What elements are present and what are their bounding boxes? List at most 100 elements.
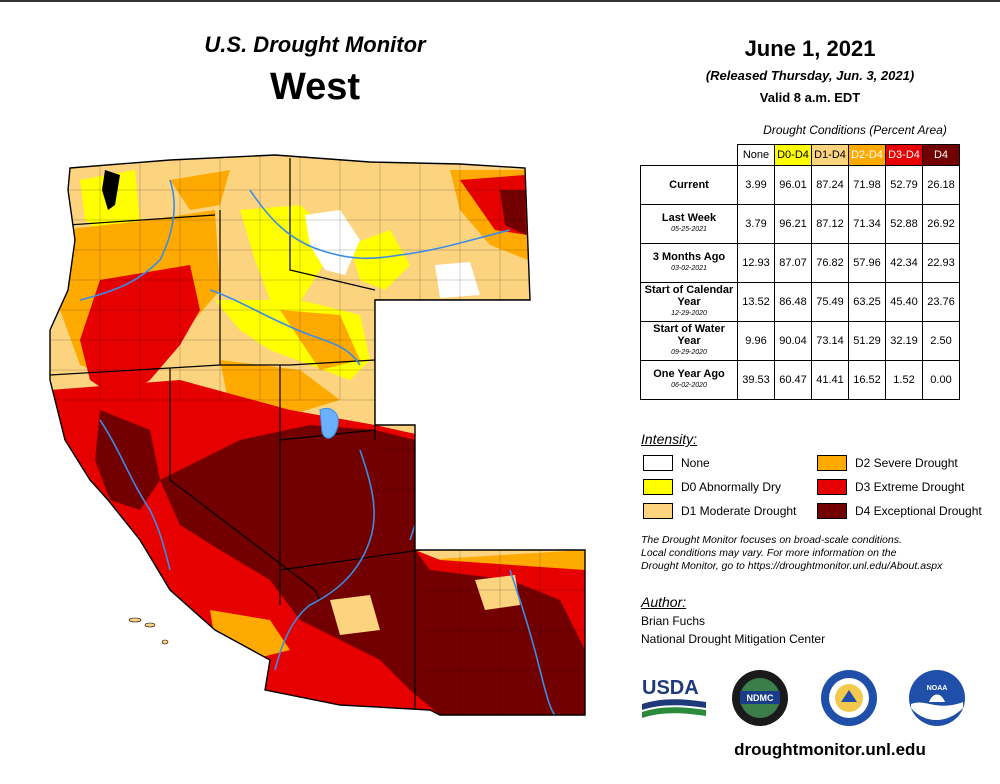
table-cell: 42.34 xyxy=(885,243,923,283)
table-cell: 23.76 xyxy=(922,282,960,322)
table-cell: 86.48 xyxy=(774,282,812,322)
ndmc-logo-text: NDMC xyxy=(747,693,774,703)
table-header-row: None D0-D4 D1-D4 D2-D4 D3-D4 D4 xyxy=(641,144,960,166)
intensity-heading: Intensity: xyxy=(641,431,698,447)
legend-item-d3: D3 Extreme Drought xyxy=(817,479,964,495)
table-cell: 90.04 xyxy=(774,321,812,361)
usda-logo: USDA xyxy=(642,677,706,718)
d4-area xyxy=(500,190,526,235)
table-cell: 75.49 xyxy=(811,282,849,322)
row-label: 3 Months Ago 03-02-2021 xyxy=(640,243,738,283)
d4-area xyxy=(160,425,585,715)
legend-item-d4: D4 Exceptional Drought xyxy=(817,503,982,519)
col-header-none: None xyxy=(737,144,775,166)
region-title: West xyxy=(269,66,361,108)
disclaimer: The Drought Monitor focuses on broad-sca… xyxy=(641,534,991,573)
region-outline xyxy=(49,154,586,716)
table-cell: 87.07 xyxy=(774,243,812,283)
disclaimer-line: Drought Monitor, go to https://droughtmo… xyxy=(641,560,943,572)
legend-swatch xyxy=(817,479,847,495)
table-cell: 87.24 xyxy=(811,165,849,205)
none-area xyxy=(435,262,480,298)
d3-area xyxy=(80,265,200,400)
row-label: One Year Ago 06-02-2020 xyxy=(640,360,738,400)
disclaimer-line: The Drought Monitor focuses on broad-sca… xyxy=(641,534,902,546)
table-caption: Drought Conditions (Percent Area) xyxy=(763,123,947,137)
legend-item-none: None xyxy=(643,455,710,471)
drought-conditions-table: None D0-D4 D1-D4 D2-D4 D3-D4 D4 Current … xyxy=(640,144,960,400)
drought-map xyxy=(49,154,586,716)
table-cell: 73.14 xyxy=(811,321,849,361)
table-cell: 22.93 xyxy=(922,243,960,283)
table-cell: 60.47 xyxy=(774,360,812,400)
table-cell: 32.19 xyxy=(885,321,923,361)
row-label: Start of Water Year 09-29-2020 xyxy=(640,321,738,361)
noaa-logo-text: NOAA xyxy=(927,685,948,692)
table-cell: 71.34 xyxy=(848,204,886,244)
legend-swatch xyxy=(643,479,673,495)
usda-logo-text: USDA xyxy=(642,677,699,699)
ndmc-logo: NDMC xyxy=(732,670,788,726)
legend-label: None xyxy=(681,456,710,470)
table-cell: 76.82 xyxy=(811,243,849,283)
table-cell: 45.40 xyxy=(885,282,923,322)
author-heading: Author: xyxy=(641,594,687,610)
legend-label: D1 Moderate Drought xyxy=(681,504,797,518)
table-cell: 87.12 xyxy=(811,204,849,244)
table-cell: 16.52 xyxy=(848,360,886,400)
col-header-d4: D4 xyxy=(922,144,960,166)
legend-item-d0: D0 Abnormally Dry xyxy=(643,479,781,495)
table-cell: 52.88 xyxy=(885,204,923,244)
great-salt-lake xyxy=(319,407,339,439)
table-cell: 39.53 xyxy=(737,360,775,400)
author-name: Brian Fuchs xyxy=(641,614,706,628)
legend-item-d1: D1 Moderate Drought xyxy=(643,503,796,519)
d4-area xyxy=(95,410,160,510)
table-cell: 52.79 xyxy=(885,165,923,205)
table-cell: 3.79 xyxy=(737,204,775,244)
d2-area xyxy=(170,170,230,210)
col-header-d2-d4: D2-D4 xyxy=(848,144,886,166)
table-row: Start of Calendar Year 12-29-2020 13.52 8… xyxy=(640,282,960,322)
table-cell: 57.96 xyxy=(848,243,886,283)
row-label: Start of Calendar Year 12-29-2020 xyxy=(640,282,738,322)
disclaimer-line: Local conditions may vary. For more info… xyxy=(641,547,897,559)
legend-label: D2 Severe Drought xyxy=(855,456,958,470)
table-cell: 26.92 xyxy=(922,204,960,244)
top-border xyxy=(0,0,1000,2)
valid-time: Valid 8 a.m. EDT xyxy=(759,90,861,105)
table-cell: 41.41 xyxy=(811,360,849,400)
table-row: Current 3.99 96.01 87.24 71.98 52.79 26.… xyxy=(640,165,960,205)
table-cell: 1.52 xyxy=(885,360,923,400)
table-cell: 0.00 xyxy=(922,360,960,400)
col-header-d3-d4: D3-D4 xyxy=(885,144,923,166)
website-url[interactable]: droughtmonitor.unl.edu xyxy=(734,740,926,759)
table-row: 3 Months Ago 03-02-2021 12.93 87.07 76.82… xyxy=(640,243,960,283)
table-cell: 71.98 xyxy=(848,165,886,205)
row-label: Last Week 05-25-2021 xyxy=(640,204,738,244)
d0-area xyxy=(350,230,410,290)
map-date: June 1, 2021 xyxy=(744,36,876,61)
table-corner xyxy=(641,145,738,166)
legend-swatch xyxy=(643,503,673,519)
table-cell: 96.21 xyxy=(774,204,812,244)
table-cell: 96.01 xyxy=(774,165,812,205)
table-cell: 3.99 xyxy=(737,165,775,205)
row-label: Current xyxy=(640,165,738,205)
table-cell: 51.29 xyxy=(848,321,886,361)
legend-label: D3 Extreme Drought xyxy=(855,480,965,494)
legend-swatch xyxy=(817,455,847,471)
author-org: National Drought Mitigation Center xyxy=(641,632,826,646)
d1-area xyxy=(475,575,520,610)
map-title: U.S. Drought Monitor xyxy=(204,32,426,57)
table-cell: 12.93 xyxy=(737,243,775,283)
col-header-d1-d4: D1-D4 xyxy=(811,144,849,166)
table-row: Last Week 05-25-2021 3.79 96.21 87.12 71.… xyxy=(640,204,960,244)
table-cell: 9.96 xyxy=(737,321,775,361)
table-cell: 2.50 xyxy=(922,321,960,361)
table-row: Start of Water Year 09-29-2020 9.96 90.04… xyxy=(640,321,960,361)
table-cell: 63.25 xyxy=(848,282,886,322)
legend-label: D0 Abnormally Dry xyxy=(681,480,782,494)
d1-area xyxy=(330,595,380,635)
table-row: One Year Ago 06-02-2020 39.53 60.47 41.41… xyxy=(640,360,960,400)
